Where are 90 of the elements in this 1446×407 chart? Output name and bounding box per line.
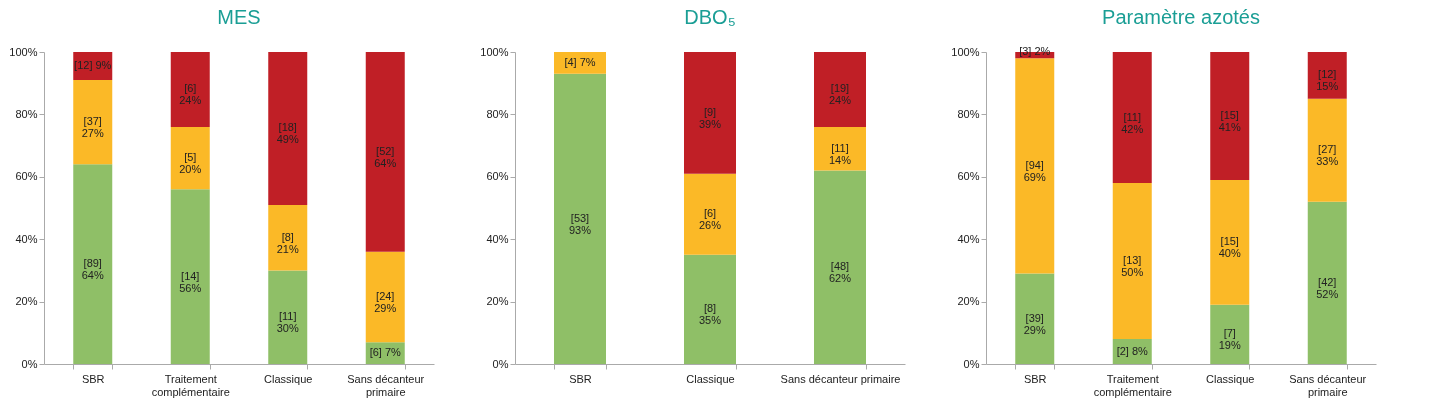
x-tick-label: SBR (81, 372, 105, 385)
bar (170, 189, 210, 364)
y-tick-label: 40% (15, 232, 38, 245)
data-label: [18] 49% (276, 121, 299, 146)
data-label: [52] 64% (374, 144, 397, 169)
bar (365, 52, 405, 252)
data-label: [24] 29% (374, 289, 397, 314)
data-label: [12] 9% (74, 59, 112, 72)
data-label: [19] 24% (828, 82, 852, 107)
bar (1015, 273, 1055, 364)
bar (1307, 201, 1347, 364)
bar (1015, 58, 1055, 274)
data-label: [8] 35% (698, 302, 722, 327)
bar (1112, 183, 1152, 340)
data-label: [42] 52% (1316, 275, 1339, 300)
bar (1210, 179, 1250, 305)
data-label: [48] 62% (828, 260, 852, 285)
y-tick-label: 100% (9, 45, 38, 58)
data-label: [37] 27% (81, 115, 104, 140)
chart-title: DBO₅ (684, 6, 736, 28)
x-tick-label: SBR (569, 372, 592, 385)
chart-title: MES (217, 6, 261, 28)
bar (684, 52, 736, 174)
data-label: [11] 42% (1121, 110, 1144, 135)
data-label: [94] 69% (1023, 158, 1046, 183)
bar (1112, 52, 1152, 184)
bar (554, 73, 606, 364)
bar (365, 251, 405, 343)
data-label: [53] 93% (568, 211, 592, 236)
y-tick-label: 20% (957, 295, 980, 308)
data-label: [7] 19% (1218, 327, 1241, 352)
y-tick-label: 80% (486, 107, 509, 120)
y-tick-label: 0% (963, 357, 980, 370)
data-label: [11] 14% (828, 141, 852, 166)
bar (268, 52, 308, 205)
x-tick-label: Traitement complémentaire (151, 372, 230, 398)
y-tick-label: 40% (486, 232, 509, 245)
data-label: [12] 15% (1316, 68, 1339, 93)
data-label: [27] 33% (1316, 143, 1339, 168)
x-tick-label: SBR (1023, 372, 1047, 385)
y-tick-label: 20% (15, 295, 38, 308)
bar (814, 52, 866, 127)
y-tick-label: 100% (951, 45, 980, 58)
data-label: [6] 7% (369, 346, 402, 359)
bar (268, 204, 308, 271)
data-label: [9] 39% (698, 105, 722, 130)
data-label: [6] 24% (179, 82, 202, 107)
y-tick-label: 60% (486, 170, 509, 183)
y-tick-label: 0% (492, 357, 509, 370)
bar (1210, 52, 1250, 180)
data-label: [6] 26% (698, 207, 722, 232)
x-tick-label: Classique (1206, 372, 1255, 385)
data-label: [11] 30% (276, 310, 299, 335)
bar (684, 254, 736, 364)
bar (1210, 304, 1250, 364)
bar (73, 164, 113, 364)
x-tick-label: Classique (264, 372, 313, 385)
bar (268, 270, 308, 364)
x-tick-label: Sans décanteur primaire (780, 372, 901, 385)
bar (814, 170, 866, 364)
bar (170, 52, 210, 127)
data-label: [39] 29% (1023, 311, 1046, 336)
y-tick-label: 0% (21, 357, 38, 370)
y-tick-label: 60% (957, 170, 980, 183)
y-tick-label: 40% (957, 232, 980, 245)
bar (170, 126, 210, 190)
bar (1307, 52, 1347, 99)
y-tick-label: 80% (957, 107, 980, 120)
bar (1307, 98, 1347, 202)
bar (684, 173, 736, 255)
data-label: [8] 21% (276, 230, 299, 255)
y-tick-label: 20% (486, 295, 509, 308)
bar (814, 126, 866, 171)
data-label: [4] 7% (564, 55, 596, 68)
y-tick-label: 80% (15, 107, 38, 120)
data-label: [13] 50% (1121, 254, 1144, 279)
data-label: [89] 64% (81, 257, 104, 282)
data-label: [15] 41% (1218, 108, 1241, 133)
y-tick-label: 60% (15, 170, 38, 183)
data-label: [5] 20% (179, 151, 202, 176)
chart-title: Paramètre azotés (1102, 6, 1260, 28)
x-tick-label: Traitement complémentaire (1093, 372, 1172, 398)
y-tick-label: 100% (480, 45, 509, 58)
data-label: [2] 8% (1116, 344, 1149, 357)
data-label: [14] 56% (179, 269, 202, 294)
x-tick-label: Classique (686, 372, 735, 385)
x-tick-label: Sans décanteur primaire (1289, 372, 1367, 398)
data-label: [15] 40% (1218, 235, 1241, 260)
bar (73, 80, 113, 165)
x-tick-label: Sans décanteur primaire (347, 372, 425, 398)
